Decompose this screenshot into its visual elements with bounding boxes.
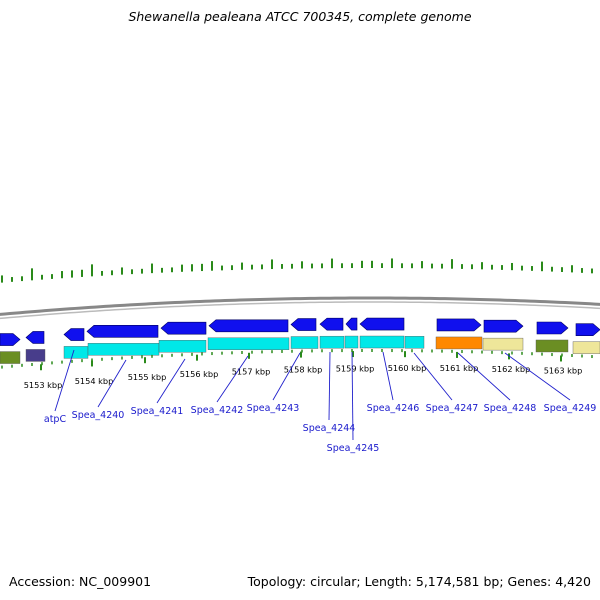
gene-label: Spea_4245 bbox=[327, 443, 380, 454]
feature-box bbox=[290, 336, 319, 349]
backbone-outer-line bbox=[0, 296, 600, 316]
feature-box bbox=[87, 343, 160, 356]
gene-label-leader bbox=[54, 349, 75, 412]
gene-label-layer: atpC Spea_4240 Spea_4241 Spea_4242 Spea_4243… bbox=[44, 349, 597, 454]
scale-label: 5160 kbp bbox=[388, 363, 427, 373]
feature-box bbox=[435, 336, 483, 350]
feature-box bbox=[344, 335, 359, 349]
gene-label-leader bbox=[351, 351, 354, 441]
gene-label: Spea_4242 bbox=[191, 405, 244, 416]
gene-label-leader bbox=[504, 352, 571, 401]
gene-label: Spea_4246 bbox=[367, 403, 420, 414]
cds-arrow bbox=[208, 319, 289, 333]
scale-track: 5153 kbp 5154 kbp 5155 kbp 5156 kbp 5157 kbp… bbox=[1, 349, 593, 390]
feature-box bbox=[158, 340, 207, 353]
gene-label-leader bbox=[97, 359, 127, 408]
map-title: Shewanella pealeana ATCC 700345, complet… bbox=[128, 9, 472, 24]
scale-label: 5162 kbp bbox=[492, 364, 531, 374]
feature-box bbox=[404, 336, 425, 349]
gene-label-leader bbox=[413, 352, 453, 401]
scale-label: 5156 kbp bbox=[180, 369, 219, 379]
genome-stats: Topology: circular; Length: 5,174,581 bp… bbox=[247, 574, 591, 589]
feature-box bbox=[535, 339, 569, 353]
cds-arrow bbox=[86, 325, 159, 338]
cds-arrow bbox=[63, 328, 85, 341]
feature-box bbox=[319, 335, 345, 349]
gene-label: atpC bbox=[44, 414, 67, 425]
cds-arrow bbox=[319, 317, 344, 331]
gene-label: Spea_4247 bbox=[426, 403, 479, 414]
scale-label: 5159 kbp bbox=[336, 363, 375, 373]
gene-label-leader bbox=[382, 351, 394, 401]
feature-box bbox=[359, 335, 405, 349]
cds-arrow bbox=[536, 321, 569, 335]
cds-arrow bbox=[25, 331, 45, 344]
feature-box bbox=[207, 337, 290, 350]
feature-box bbox=[0, 351, 21, 364]
cds-arrow bbox=[290, 318, 317, 331]
cds-arrow bbox=[575, 323, 600, 337]
backbone-ring bbox=[0, 296, 600, 320]
cds-arrow bbox=[160, 321, 207, 335]
scale-label: 5158 kbp bbox=[284, 365, 323, 375]
gene-label-leader bbox=[272, 352, 301, 401]
cds-arrow bbox=[0, 333, 21, 346]
scale-label: 5153 kbp bbox=[24, 380, 63, 390]
scale-label: 5157 kbp bbox=[232, 366, 271, 376]
gene-label-leader bbox=[216, 355, 249, 403]
scale-label: 5155 kbp bbox=[128, 372, 167, 382]
scale-label: 5161 kbp bbox=[440, 363, 479, 373]
feature-box bbox=[63, 346, 89, 359]
scale-label: 5163 kbp bbox=[544, 365, 583, 375]
cds-arrow bbox=[436, 318, 482, 332]
cds-arrow bbox=[345, 317, 358, 331]
cds-arrow bbox=[359, 317, 405, 331]
feature-box bbox=[572, 341, 600, 354]
gene-label: Spea_4243 bbox=[247, 403, 300, 414]
gc-content-track bbox=[1, 258, 593, 283]
gene-label-leader bbox=[156, 358, 186, 404]
feature-track bbox=[0, 317, 600, 364]
cds-arrow bbox=[483, 319, 524, 333]
gene-label: Spea_4244 bbox=[303, 423, 356, 434]
feature-box bbox=[482, 337, 524, 351]
accession-label: Accession: NC_009901 bbox=[9, 574, 152, 589]
gene-label: Spea_4240 bbox=[72, 410, 125, 421]
feature-box bbox=[25, 349, 46, 362]
gene-label: Spea_4241 bbox=[131, 406, 184, 417]
gene-label-leader bbox=[328, 351, 331, 421]
gene-label: Spea_4248 bbox=[484, 403, 537, 414]
gene-label-leader bbox=[457, 352, 511, 401]
backbone-inner-line bbox=[0, 301, 600, 320]
gene-label: Spea_4249 bbox=[544, 403, 597, 414]
scale-label: 5154 kbp bbox=[75, 376, 114, 386]
